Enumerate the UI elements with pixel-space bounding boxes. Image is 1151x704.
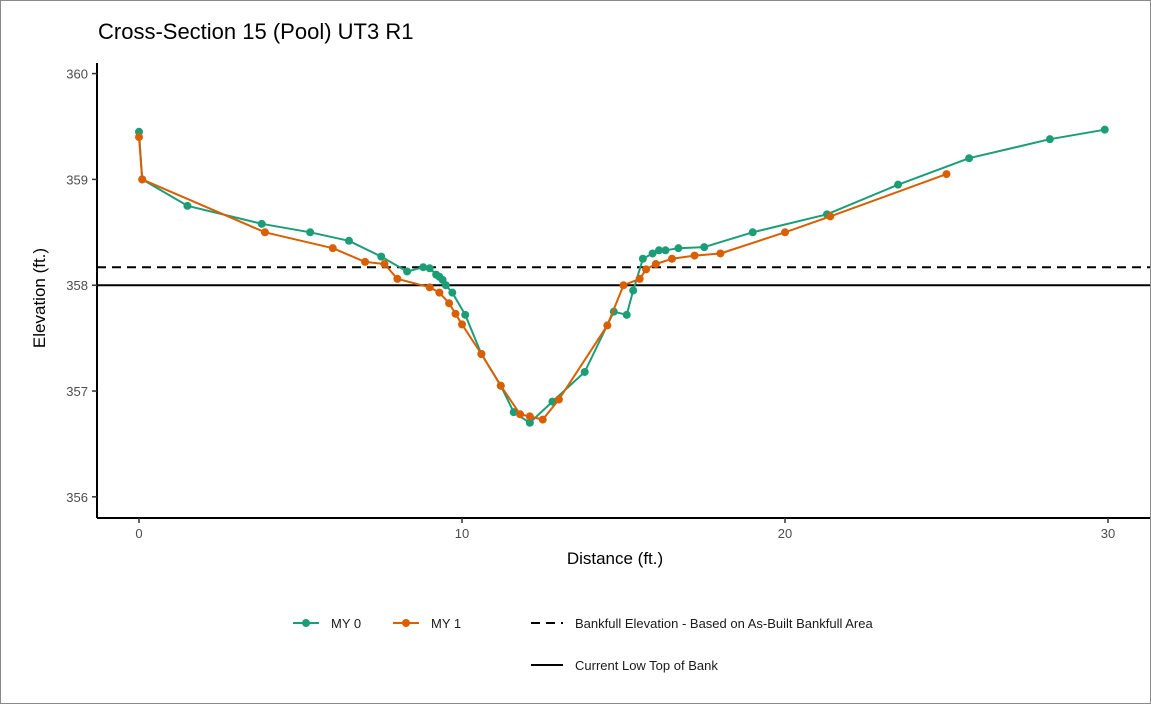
y-tick-label: 356 bbox=[66, 490, 88, 505]
data-point-my1 bbox=[554, 395, 563, 404]
data-point-my1 bbox=[328, 244, 337, 253]
data-point-my1 bbox=[635, 274, 644, 283]
legend-key-point-my1 bbox=[402, 619, 410, 627]
series-line-my1 bbox=[138, 137, 947, 421]
data-point-my0 bbox=[1045, 135, 1054, 144]
data-point-my1 bbox=[826, 212, 835, 221]
data-point-my1 bbox=[134, 133, 143, 142]
data-point-my0 bbox=[629, 286, 638, 295]
data-point-my1 bbox=[393, 274, 402, 283]
y-tick-label: 358 bbox=[66, 278, 88, 293]
data-point-my0 bbox=[655, 246, 664, 255]
data-point-my1 bbox=[690, 251, 699, 260]
data-point-my0 bbox=[965, 154, 974, 163]
data-point-my0 bbox=[419, 263, 428, 272]
legend-label-my0: MY 0 bbox=[331, 616, 361, 631]
data-point-my1 bbox=[516, 410, 525, 419]
data-point-my0 bbox=[748, 228, 757, 237]
legend-label-my1: MY 1 bbox=[431, 616, 461, 631]
data-point-my0 bbox=[661, 246, 670, 255]
data-point-my1 bbox=[667, 254, 676, 263]
legend: MY 0 MY 1 Bankfull Elevation - Based on As… bbox=[293, 616, 873, 673]
data-point-my0 bbox=[448, 288, 457, 297]
data-point-my1 bbox=[445, 299, 454, 308]
data-point-my1 bbox=[642, 265, 651, 274]
y-tick-label: 360 bbox=[66, 67, 88, 82]
data-point-my1 bbox=[477, 349, 486, 358]
data-point-my1 bbox=[781, 228, 790, 237]
y-tick-label: 359 bbox=[66, 172, 88, 187]
data-point-my1 bbox=[716, 249, 725, 258]
data-point-my0 bbox=[509, 408, 518, 417]
data-point-my0 bbox=[377, 252, 386, 261]
y-tick-label: 357 bbox=[66, 384, 88, 399]
data-point-my1 bbox=[260, 228, 269, 237]
data-point-my0 bbox=[183, 201, 192, 210]
data-point-my1 bbox=[451, 309, 460, 318]
chart-title: Cross-Section 15 (Pool) UT3 R1 bbox=[98, 19, 413, 44]
data-point-my0 bbox=[638, 254, 647, 263]
data-point-my0 bbox=[306, 228, 315, 237]
x-tick-label: 0 bbox=[135, 526, 142, 541]
data-point-my1 bbox=[525, 412, 534, 421]
data-point-my1 bbox=[942, 170, 951, 179]
data-point-my1 bbox=[619, 281, 628, 290]
data-point-my1 bbox=[651, 260, 660, 269]
data-point-my0 bbox=[441, 281, 450, 290]
legend-key-point-my0 bbox=[302, 619, 310, 627]
data-point-my1 bbox=[425, 283, 434, 292]
data-point-my0 bbox=[257, 219, 266, 228]
data-point-my0 bbox=[344, 236, 353, 245]
data-point-my0 bbox=[700, 243, 709, 252]
data-point-my0 bbox=[1100, 125, 1109, 134]
data-point-my0 bbox=[525, 418, 534, 427]
data-point-my0 bbox=[461, 310, 470, 319]
data-point-my1 bbox=[138, 175, 147, 184]
data-point-my1 bbox=[435, 288, 444, 297]
x-tick-label: 10 bbox=[455, 526, 469, 541]
data-point-my0 bbox=[425, 264, 434, 273]
data-point-my0 bbox=[580, 367, 589, 376]
x-tick-label: 30 bbox=[1101, 526, 1115, 541]
x-axis-title: Distance (ft.) bbox=[567, 549, 663, 568]
data-point-my1 bbox=[457, 320, 466, 329]
data-point-my1 bbox=[538, 415, 547, 424]
data-point-my0 bbox=[894, 180, 903, 189]
data-point-my0 bbox=[622, 310, 631, 319]
legend-label-bankfull: Bankfull Elevation - Based on As-Built B… bbox=[575, 616, 873, 631]
data-point-my1 bbox=[361, 257, 370, 266]
data-point-my1 bbox=[380, 260, 389, 269]
legend-label-low-top-of-bank: Current Low Top of Bank bbox=[575, 658, 718, 673]
series-line-my0 bbox=[138, 128, 1105, 424]
data-point-my1 bbox=[603, 321, 612, 330]
plot-area: 356 357 358 359 360 0 10 20 30 bbox=[66, 63, 1150, 541]
x-tick-label: 20 bbox=[778, 526, 792, 541]
data-point-my0 bbox=[648, 249, 657, 258]
data-point-my0 bbox=[674, 244, 683, 253]
data-point-my0 bbox=[403, 267, 412, 276]
data-point-my1 bbox=[496, 381, 505, 390]
y-axis-title: Elevation (ft.) bbox=[30, 248, 49, 348]
